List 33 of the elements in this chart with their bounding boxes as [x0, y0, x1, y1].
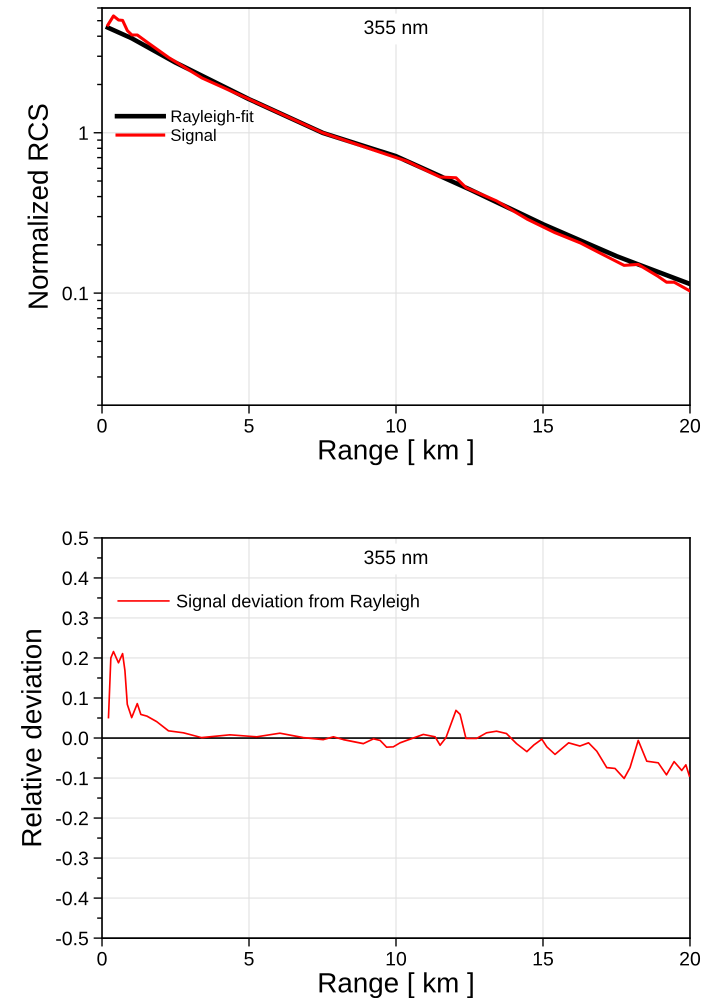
y-tick-label: 0.3: [62, 611, 88, 626]
x-tick-label: 0: [97, 418, 107, 433]
x-tick-label: 15: [534, 419, 553, 433]
y-tick-label: 0.5: [62, 531, 88, 546]
y-tick-label: -0.2: [56, 812, 88, 826]
x-axis-title: Range [ km ]: [320, 972, 473, 998]
chart-title: 355 nm: [364, 20, 428, 34]
legend-label: Rayleigh-fit: [172, 110, 254, 126]
y-tick-label: 0.1: [62, 691, 88, 706]
x-tick-label: 0: [97, 952, 107, 966]
legend-label: Signal deviation from Rayleigh: [176, 594, 419, 612]
y-tick-label: 0.0: [62, 731, 88, 746]
y-tick-label: 1: [79, 126, 88, 140]
y-tick-label: -0.4: [56, 892, 88, 906]
line-series: [108, 650, 690, 780]
y-axis-title: Normalized RCS: [28, 104, 48, 308]
x-tick-label: 5: [244, 952, 254, 966]
y-tick-label: -0.3: [56, 852, 88, 866]
y-tick-label: -0.5: [56, 932, 88, 946]
y-tick-label: 0.4: [62, 571, 88, 586]
chart-title: 355 nm: [364, 550, 428, 564]
x-tick-label: 5: [244, 419, 254, 433]
x-tick-label: 20: [680, 952, 700, 966]
y-tick-label: 0.1: [62, 286, 88, 300]
legend-label: Signal: [171, 128, 216, 144]
x-tick-label: 15: [534, 952, 553, 966]
x-tick-label: 20: [680, 418, 700, 433]
x-tick-label: 10: [386, 952, 406, 966]
y-tick-label: 0.2: [62, 651, 88, 666]
x-axis-title: Range [ km ]: [320, 439, 473, 466]
y-tick-label: -0.1: [56, 772, 88, 786]
x-tick-label: 10: [386, 418, 406, 433]
y-axis-title: Relative deviation: [21, 630, 42, 846]
